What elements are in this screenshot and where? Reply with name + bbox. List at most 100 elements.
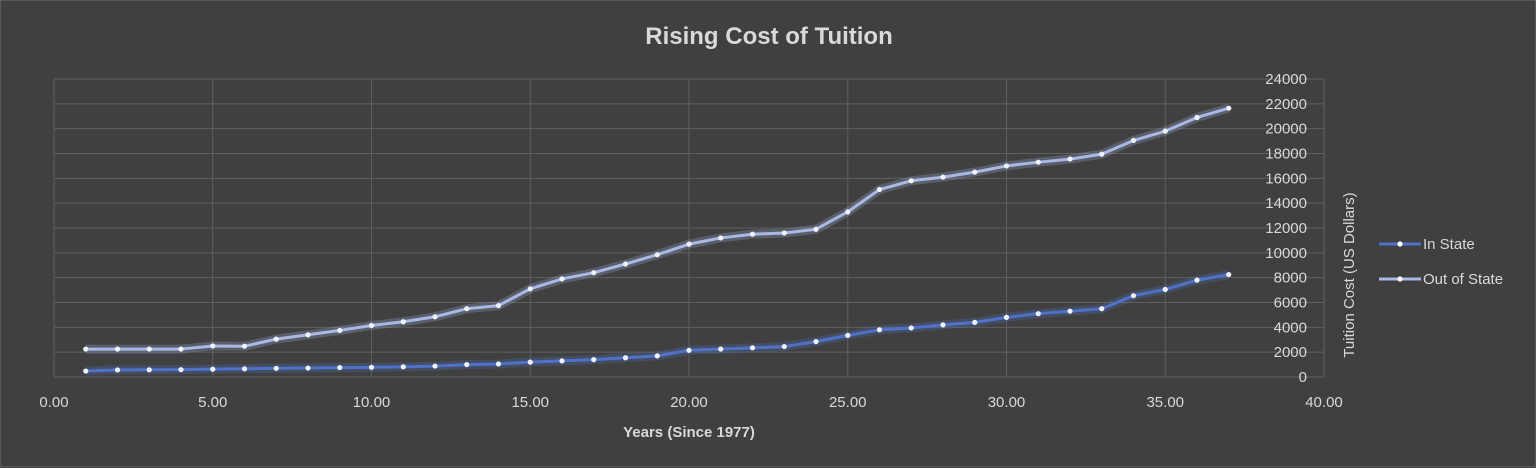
data-point-out-of-state: [527, 286, 533, 292]
series-lines: [83, 103, 1232, 376]
data-point-in-state: [559, 358, 565, 364]
data-point-in-state: [781, 343, 787, 350]
x-tick-label: 40.00: [1305, 394, 1343, 411]
data-point-out-of-state: [876, 186, 883, 193]
data-point-in-state: [591, 357, 597, 363]
data-point-in-state: [305, 365, 311, 371]
data-point-out-of-state: [972, 169, 978, 175]
data-point-in-state: [1067, 308, 1073, 314]
data-point-out-of-state: [1067, 156, 1073, 162]
y-tick-label: 16000: [1265, 170, 1307, 187]
data-point-in-state: [210, 366, 216, 372]
data-point-out-of-state: [114, 346, 121, 352]
x-axis-ticks: 0.00 5.00 10.00 15.00 20.00 25.00 30.00 35.00 40…: [39, 394, 1342, 411]
y-tick-label: 12000: [1265, 220, 1307, 237]
data-point-out-of-state: [622, 261, 629, 267]
data-point-out-of-state: [241, 343, 248, 349]
data-point-in-state: [1099, 306, 1105, 312]
data-point-out-of-state: [210, 343, 216, 349]
data-point-in-state: [527, 359, 533, 365]
data-point-in-state: [495, 361, 502, 367]
y-axis-title: Tuition Cost (US Dollars): [1341, 192, 1358, 357]
x-axis-title: Years (Since 1977): [623, 424, 755, 441]
data-point-in-state: [622, 355, 629, 361]
data-point-out-of-state: [273, 336, 279, 342]
y-axis-ticks: 0 2000 4000 6000 8000 10000 12000 14000 16000 180…: [1265, 71, 1307, 386]
data-point-in-state: [749, 345, 756, 351]
data-point-out-of-state: [1162, 128, 1168, 134]
data-point-in-state: [1035, 311, 1041, 317]
legend-marker-in-state: [1397, 241, 1403, 247]
legend-label-out-of-state: Out of State: [1423, 271, 1503, 288]
data-point-out-of-state: [813, 226, 819, 232]
data-point-out-of-state: [845, 209, 851, 215]
data-point-out-of-state: [749, 231, 756, 237]
x-tick-label: 5.00: [198, 394, 227, 411]
y-tick-label: 18000: [1265, 146, 1307, 163]
data-point-in-state: [686, 347, 692, 353]
data-point-in-state: [241, 366, 248, 372]
data-point-out-of-state: [464, 306, 470, 312]
data-point-in-state: [337, 364, 343, 371]
data-point-in-state: [876, 327, 883, 333]
data-point-in-state: [654, 353, 660, 359]
data-point-out-of-state: [337, 327, 343, 334]
y-tick-label: 10000: [1265, 245, 1307, 262]
data-point-out-of-state: [591, 270, 597, 276]
data-point-in-state: [464, 361, 470, 368]
legend: In State Out of State: [1379, 236, 1503, 288]
data-point-out-of-state: [83, 346, 89, 352]
data-point-in-state: [1162, 286, 1168, 293]
data-point-out-of-state: [305, 332, 311, 338]
x-tick-label: 30.00: [988, 394, 1026, 411]
data-point-in-state: [1130, 293, 1137, 299]
data-point-in-state: [845, 332, 851, 339]
y-tick-label: 2000: [1274, 344, 1307, 361]
legend-marker-out-of-state: [1397, 276, 1403, 282]
y-tick-label: 4000: [1274, 319, 1307, 336]
x-tick-label: 20.00: [670, 394, 708, 411]
data-point-in-state: [432, 363, 438, 369]
data-point-in-state: [178, 367, 184, 373]
data-point-out-of-state: [495, 303, 502, 309]
data-point-out-of-state: [1099, 151, 1105, 157]
data-point-out-of-state: [654, 252, 660, 258]
legend-item-in-state: In State: [1379, 236, 1475, 253]
y-tick-label: 8000: [1274, 270, 1307, 287]
data-point-in-state: [273, 365, 279, 371]
data-point-in-state: [114, 367, 121, 373]
y-tick-label: 20000: [1265, 121, 1307, 138]
data-point-out-of-state: [1194, 114, 1200, 121]
data-point-in-state: [718, 346, 724, 352]
legend-item-out-of-state: Out of State: [1379, 271, 1503, 288]
y-tick-label: 24000: [1265, 71, 1307, 88]
x-tick-label: 10.00: [353, 394, 391, 411]
x-tick-label: 25.00: [829, 394, 867, 411]
data-point-out-of-state: [908, 178, 914, 184]
data-point-in-state: [146, 367, 152, 373]
data-point-in-state: [1003, 314, 1010, 320]
data-point-out-of-state: [1003, 163, 1010, 169]
data-point-in-state: [368, 364, 375, 370]
x-tick-label: 35.00: [1146, 394, 1184, 411]
y-tick-label: 14000: [1265, 195, 1307, 212]
grid-lines: [53, 78, 1325, 378]
data-point-out-of-state: [559, 276, 565, 282]
data-point-in-state: [940, 322, 946, 328]
data-point-in-state: [972, 319, 978, 325]
data-point-out-of-state: [686, 241, 692, 247]
y-tick-label: 0: [1299, 369, 1307, 386]
data-point-in-state: [908, 325, 914, 331]
data-point-out-of-state: [1035, 159, 1041, 165]
data-point-out-of-state: [432, 314, 438, 320]
chart-title: Rising Cost of Tuition: [645, 23, 893, 50]
data-point-out-of-state: [1130, 137, 1137, 144]
y-tick-label: 22000: [1265, 96, 1307, 113]
data-point-out-of-state: [940, 174, 946, 180]
data-point-in-state: [1194, 277, 1200, 283]
data-point-in-state: [400, 364, 406, 370]
data-point-in-state: [1226, 271, 1232, 278]
data-point-out-of-state: [781, 230, 787, 236]
